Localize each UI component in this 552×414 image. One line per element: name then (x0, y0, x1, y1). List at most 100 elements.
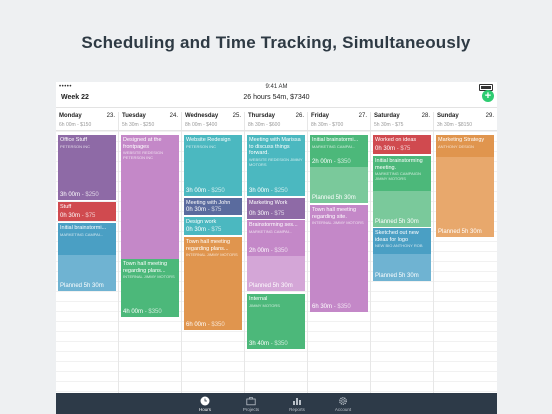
event-title: Initial brainstormi... (312, 137, 359, 143)
event-block[interactable]: Design work 0h 30m - $75 (184, 217, 242, 235)
event-title: Meeting with John (186, 200, 231, 206)
tab-label: Reports (289, 407, 305, 412)
day-total: 8h 30m - $600 (248, 122, 281, 128)
event-block[interactable]: Internal JIMMY MOTORS 3h 40m - $350 (247, 294, 305, 349)
event-client: ANTHONY DESIGN (438, 143, 474, 149)
day-name: Sunday (437, 113, 459, 119)
event-amount: - $75 (207, 207, 222, 213)
event-duration: 0h 30m (60, 213, 81, 219)
event-amount: - $75 (81, 213, 96, 219)
event-duration: 0h 30m (186, 207, 207, 213)
day-header-friday[interactable]: Friday 27. 8h 30m - $700 (308, 112, 371, 130)
event-block[interactable]: Town hall meeting regarding site. INTERNA… (310, 205, 368, 312)
day-date: 27. (358, 113, 367, 119)
add-button[interactable]: + (482, 90, 494, 102)
day-date: 24. (169, 113, 178, 119)
calendar-grid[interactable]: Office Stuff PETERSON INC 3h 00m - $250 St… (56, 131, 497, 393)
event-duration: 6h 30m (312, 304, 333, 310)
event-client: MARKETING CAMPAIGN JIMMY MOTORS (375, 171, 421, 182)
planned-label: Planned 5h 30m (249, 283, 293, 289)
status-time: 9:41 AM (265, 84, 288, 90)
event-amount: - $250 (81, 192, 99, 198)
tab-account[interactable]: Account (326, 393, 360, 414)
event-block[interactable]: Meeting with John 0h 30m - $75 (184, 198, 242, 215)
event-title: Worked on ideas (375, 137, 417, 143)
planned-block[interactable]: Planned 5h 30m (310, 167, 368, 203)
day-total: 5h 30m - $250 (122, 122, 155, 128)
event-title: Marketing Work (249, 200, 288, 206)
planned-label: Planned 5h 30m (375, 219, 419, 225)
event-title: Initial brainstorming meeting. (375, 158, 423, 171)
event-block[interactable]: Sketched out new ideas for logo NEW BIO A… (373, 228, 431, 254)
event-block[interactable]: Stuff 0h 30m - $75 (58, 202, 116, 221)
day-header-thursday[interactable]: Thursday 26. 8h 30m - $600 (245, 112, 308, 130)
day-name: Tuesday (122, 113, 146, 119)
day-name: Thursday (248, 113, 276, 119)
event-duration: 3h 00m (60, 192, 81, 198)
event-amount: - $250 (270, 188, 288, 194)
week-summary: 26 hours 54m, $7340 (243, 94, 310, 101)
tab-bar: Hours Projects Reports Account (56, 393, 497, 414)
event-client: WEBSITE REDESIGN PETERSON INC (123, 150, 164, 161)
planned-block[interactable]: Planned 5h 30m (247, 256, 305, 291)
event-block[interactable]: Initial brainstormi... MARKETING CAMPAI..… (58, 223, 116, 255)
gear-icon (339, 397, 347, 405)
event-block[interactable]: Designed at the frontpages WEBSITE REDESI… (121, 135, 179, 259)
event-duration: 3h 00m (249, 188, 270, 194)
event-block[interactable]: Meeting with Marissa to discuss things f… (247, 135, 305, 196)
day-total: 3h 30m - $8150 (437, 122, 473, 128)
event-title: Town hall meeting regarding site. (312, 207, 357, 220)
event-amount: - $75 (207, 227, 222, 233)
day-header-tuesday[interactable]: Tuesday 24. 5h 30m - $250 (119, 112, 182, 130)
tab-projects[interactable]: Projects (234, 393, 268, 414)
event-title: Website Redesign (186, 137, 231, 143)
clock-icon (200, 396, 210, 406)
event-block[interactable]: Worked on ideas 0h 30m - $75 (373, 135, 431, 154)
day-header-wednesday[interactable]: Wednesday 25. 8h 00m - $400 (182, 112, 245, 130)
day-header-saturday[interactable]: Saturday 28. 5h 30m - $75 (371, 112, 434, 130)
briefcase-icon (246, 397, 256, 406)
event-block[interactable]: Town hall meeting regarding plans... INTE… (184, 237, 242, 330)
event-duration: 3h 00m (186, 188, 207, 194)
day-date: 29. (485, 113, 494, 119)
planned-block[interactable]: Planned 5h 30m (373, 191, 431, 227)
event-title: Internal (249, 296, 268, 302)
day-name: Saturday (374, 113, 400, 119)
day-date: 28. (421, 113, 430, 119)
event-amount: - $350 (270, 248, 288, 254)
event-client: PETERSON INC (60, 143, 91, 149)
event-title: Stuff (60, 204, 72, 210)
planned-block[interactable]: Planned 5h 30m (373, 254, 431, 281)
event-client: JIMMY MOTORS (249, 302, 280, 308)
event-client: MARKETING CAMPAI... (60, 231, 104, 237)
event-block[interactable]: Initial brainstormi... MARKETING CAMPAI..… (310, 135, 368, 167)
planned-label: Planned 5h 30m (375, 273, 419, 279)
event-block[interactable]: Brainstorming ses... MARKETING CAMPAI... 2… (247, 220, 305, 256)
day-date: 23. (106, 113, 115, 119)
event-client: MARKETING CAMPAI... (249, 228, 293, 234)
event-client: WEBSITE REDESIGN JIMMY MOTORS (249, 156, 303, 167)
week-label[interactable]: Week 22 (61, 94, 89, 101)
event-block[interactable]: Town hall meeting regarding plans... INTE… (121, 259, 179, 317)
event-client: MARKETING CAMPAI... (312, 143, 356, 149)
tab-reports[interactable]: Reports (280, 393, 314, 414)
day-name: Wednesday (185, 113, 219, 119)
planned-block[interactable]: Planned 5h 30m (58, 255, 116, 291)
event-amount: - $75 (396, 146, 411, 152)
event-block[interactable]: Marketing Strategy ANTHONY DESIGN (436, 135, 494, 157)
event-block[interactable]: Marketing Work 0h 30m - $75 (247, 198, 305, 219)
planned-label: Planned 5h 30m (438, 229, 482, 235)
event-block[interactable]: Website Redesign PETERSON INC 3h 00m - $25… (184, 135, 242, 196)
event-amount: - $350 (207, 322, 225, 328)
event-block[interactable]: Office Stuff PETERSON INC 3h 00m - $250 (58, 135, 116, 200)
headline: Scheduling and Time Tracking, Simultaneo… (81, 33, 471, 52)
event-client: NEW BIO ANTHONY ROB (375, 243, 423, 249)
day-header-monday[interactable]: Monday 23. 6h 00m - $150 (56, 112, 119, 130)
day-date: 26. (295, 113, 304, 119)
planned-block[interactable]: Planned 5h 30m (436, 157, 494, 237)
tab-hours[interactable]: Hours (188, 393, 222, 414)
day-header-sunday[interactable]: Sunday 29. 3h 30m - $8150 (434, 112, 497, 130)
day-name: Monday (59, 113, 82, 119)
event-block[interactable]: Initial brainstorming meeting. MARKETING … (373, 156, 431, 191)
event-client: INTERNAL JIMMY MOTORS (123, 274, 175, 280)
